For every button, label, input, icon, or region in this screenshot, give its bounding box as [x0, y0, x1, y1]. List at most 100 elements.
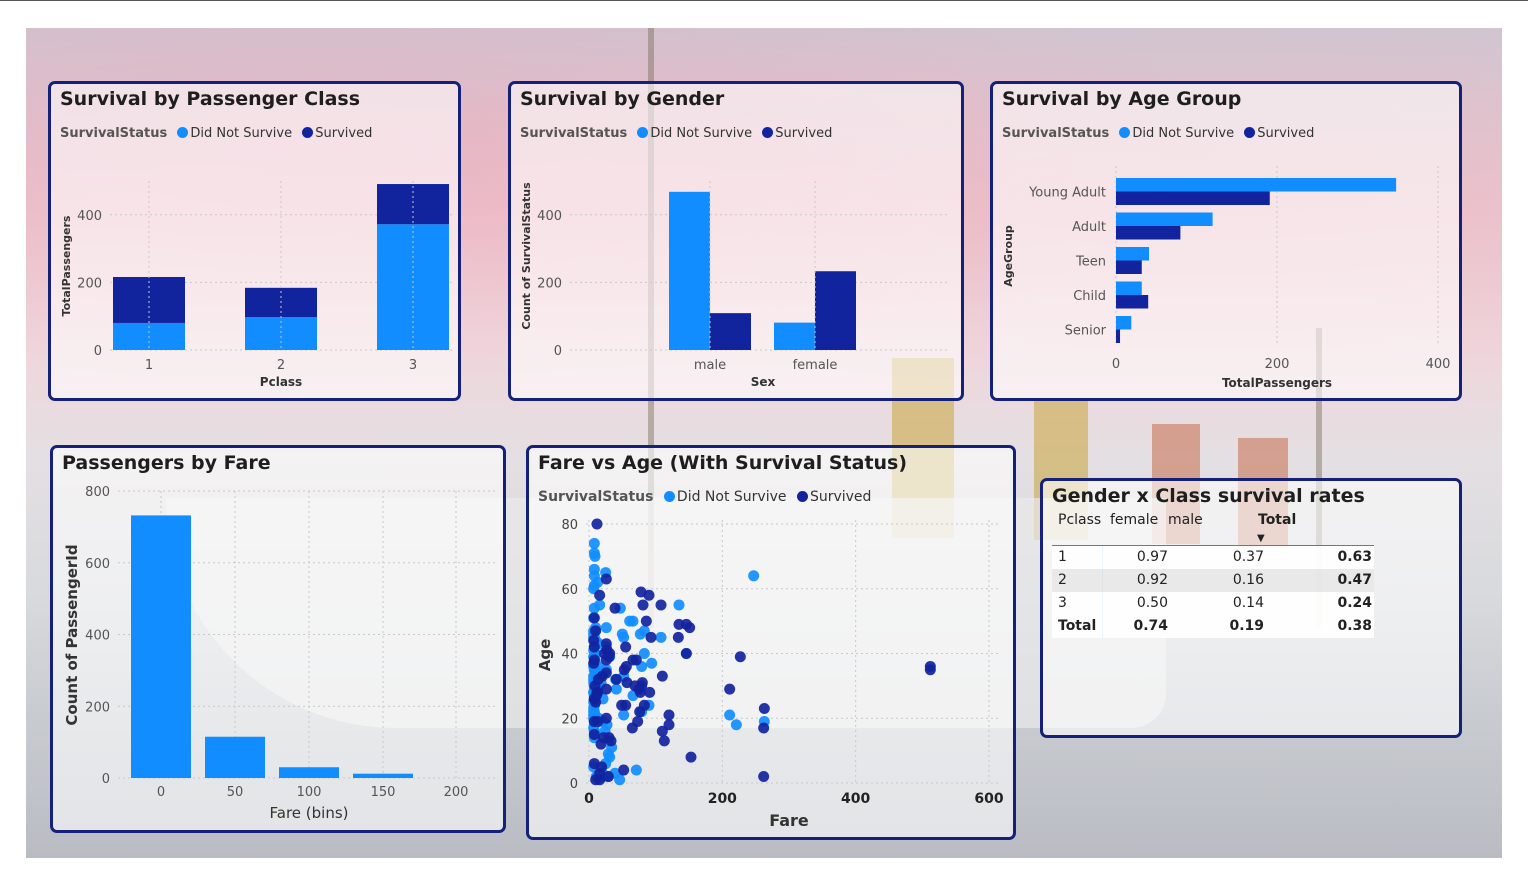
x-tick-label: 150: [371, 785, 396, 800]
bar-survived: [113, 276, 185, 323]
scatter-point-did-not-survive: [602, 748, 614, 760]
y-tick-label: Teen: [1075, 255, 1106, 270]
x-tick-label: 100: [297, 785, 322, 800]
table-cell: Total: [1058, 618, 1097, 634]
y-tick-label: 400: [537, 209, 562, 224]
scatter-point-survived: [640, 615, 652, 627]
bar-did-not-survive: [1116, 178, 1397, 192]
scatter-point-survived: [590, 696, 602, 708]
legend-item[interactable]: Did Not Survive: [190, 126, 293, 141]
column-header[interactable]: Total: [1258, 512, 1297, 528]
scatter-point-survived: [685, 751, 697, 763]
scatter-point-survived: [602, 771, 614, 783]
legend-item[interactable]: Survived: [1257, 126, 1315, 141]
bar-survived: [710, 313, 751, 350]
scatter-point-survived: [592, 715, 604, 727]
table-cell: 0.19: [1229, 618, 1264, 634]
bar-survived: [1116, 226, 1181, 240]
bar-survived: [1116, 329, 1121, 343]
table-cell: 0.97: [1136, 549, 1168, 565]
table-row: 3 0.50 0.14 0.24: [1052, 592, 1374, 615]
legend-dot-icon: [177, 127, 189, 138]
y-tick-label: 40: [561, 648, 578, 663]
column-header[interactable]: female: [1110, 512, 1159, 528]
x-tick-label: 0: [1112, 357, 1120, 372]
bar-did-not-survive: [1116, 247, 1150, 261]
chart-legend: SurvivalStatus Did Not Survive Survived: [538, 489, 871, 505]
y-axis-label: Age: [536, 639, 554, 672]
bar-did-not-survive: [1116, 281, 1142, 295]
column-header[interactable]: Pclass: [1058, 512, 1102, 528]
legend-item[interactable]: Survived: [809, 489, 872, 505]
bar-fare-bin: [353, 773, 413, 778]
chart-survival-by-age: 0 200 400 Young Adult Adult Teen Child Senior To…: [1002, 166, 1450, 390]
y-tick-label: 0: [102, 772, 110, 787]
table-row: 2 0.92 0.16 0.47: [1052, 569, 1374, 592]
y-axis-label: TotalPassengers: [60, 215, 73, 316]
scatter-point-survived: [600, 573, 612, 585]
chart-title: Survival by Age Group: [1002, 88, 1242, 110]
scatter-point-survived: [684, 622, 696, 634]
x-tick-label: 200: [1265, 357, 1290, 372]
y-tick-label: 200: [77, 276, 102, 291]
chart-passengers-by-fare: 0 200 400 600 800 0 50 100 150 200 Fare (bins) Coun…: [63, 485, 495, 822]
scatter-point-survived: [610, 673, 622, 685]
scatter-point-survived: [616, 699, 628, 711]
bar-did-not-survive: [1116, 212, 1213, 226]
scatter-point-survived: [588, 728, 600, 740]
legend-item[interactable]: Did Not Survive: [1132, 126, 1235, 141]
table-cell: 0.38: [1337, 618, 1372, 634]
scatter-point-survived: [588, 612, 600, 624]
scatter-point-survived: [734, 651, 746, 663]
panel-passengers-by-fare[interactable]: [50, 445, 506, 833]
x-tick-label: 3: [409, 358, 417, 373]
x-tick-label: male: [694, 358, 726, 373]
y-tick-label: 80: [561, 518, 578, 533]
legend-item[interactable]: Survived: [775, 126, 833, 141]
scatter-point-did-not-survive: [616, 628, 628, 640]
x-tick-label: 200: [444, 785, 469, 800]
chart-title: Survival by Gender: [520, 88, 725, 110]
legend-dot-icon: [762, 127, 774, 138]
scatter-point-survived: [758, 771, 770, 783]
y-tick-label: 400: [77, 209, 102, 224]
table-total-row: Total 0.74 0.19 0.38: [1052, 615, 1374, 638]
scatter-point-survived: [643, 589, 655, 601]
scatter-point-survived: [592, 673, 604, 685]
legend-item[interactable]: Survived: [315, 126, 373, 141]
scatter-point-survived: [594, 589, 606, 601]
column-header[interactable]: male: [1168, 512, 1203, 528]
top-border-line: [0, 0, 1528, 1]
chart-legend: SurvivalStatus Did Not Survive Survived: [60, 126, 372, 141]
chart-fare-vs-age: 0 20 40 60 80 0 200 400 600 Fare Age: [536, 518, 1004, 830]
panel-survival-by-age[interactable]: [990, 81, 1462, 401]
bar-did-not-survive: [774, 322, 815, 350]
bar-survived: [1116, 191, 1270, 205]
legend-item[interactable]: Did Not Survive: [650, 126, 753, 141]
x-tick-label: 1: [145, 358, 153, 373]
y-tick-label: 200: [85, 700, 110, 715]
y-tick-label: Adult: [1072, 220, 1106, 235]
scatter-point-survived: [658, 735, 670, 747]
bar-survived: [1116, 260, 1142, 274]
table-cell: 0.24: [1337, 595, 1372, 611]
y-tick-label: 200: [537, 276, 562, 291]
scatter-point-did-not-survive: [638, 648, 650, 659]
scatter-point-did-not-survive: [594, 599, 606, 611]
scatter-point-survived: [588, 635, 600, 647]
scatter-point-survived: [590, 625, 602, 637]
scatter-point-survived: [588, 758, 600, 770]
chart-title: Survival by Passenger Class: [60, 88, 361, 110]
legend-item[interactable]: Did Not Survive: [676, 489, 787, 505]
scatter-point-survived: [924, 660, 936, 672]
chart-legend: SurvivalStatus Did Not Survive Survived: [1002, 126, 1314, 141]
bar-fare-bin: [279, 767, 339, 778]
bar-did-not-survive: [1116, 316, 1132, 330]
chart-survival-by-gender: 0 200 400 male female Sex Count of SurvivalSta…: [520, 181, 948, 389]
scatter-point-survived: [594, 774, 606, 786]
y-tick-label: Child: [1073, 289, 1106, 304]
x-tick-label: 600: [974, 791, 1003, 807]
y-tick-label: 60: [561, 583, 578, 598]
sort-descending-icon[interactable]: ▼: [1257, 533, 1265, 544]
scatter-point-survived: [600, 683, 612, 695]
